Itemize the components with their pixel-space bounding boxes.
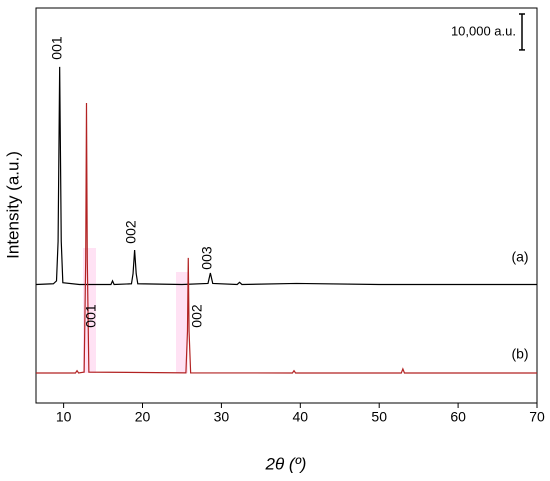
x-tick-label: 20 bbox=[135, 409, 151, 425]
peak-label: 003 bbox=[199, 246, 215, 270]
plot-frame bbox=[35, 7, 538, 404]
x-tick-label: 60 bbox=[450, 409, 466, 425]
x-tick-label: 40 bbox=[293, 409, 309, 425]
x-axis-label: 2θ (º) bbox=[265, 454, 307, 473]
peak-label: 002 bbox=[123, 220, 139, 244]
series-label: (a) bbox=[511, 249, 528, 265]
peak-label: 002 bbox=[189, 304, 205, 328]
series-line bbox=[35, 66, 537, 286]
peak-highlight bbox=[83, 248, 96, 373]
y-axis-label: Intensity (a.u.) bbox=[3, 151, 22, 259]
x-tick-label: 10 bbox=[56, 409, 72, 425]
peak-label: 001 bbox=[49, 36, 65, 60]
peak-label: 001 bbox=[83, 304, 99, 328]
highlights bbox=[83, 248, 188, 373]
series-label: (b) bbox=[511, 346, 528, 362]
series-line bbox=[36, 102, 537, 374]
peak-highlight bbox=[176, 272, 188, 373]
x-tick-label: 70 bbox=[529, 409, 545, 425]
x-tick-label: 30 bbox=[214, 409, 230, 425]
scale-bar-label: 10,000 a.u. bbox=[451, 23, 516, 38]
x-tick-label: 50 bbox=[371, 409, 387, 425]
